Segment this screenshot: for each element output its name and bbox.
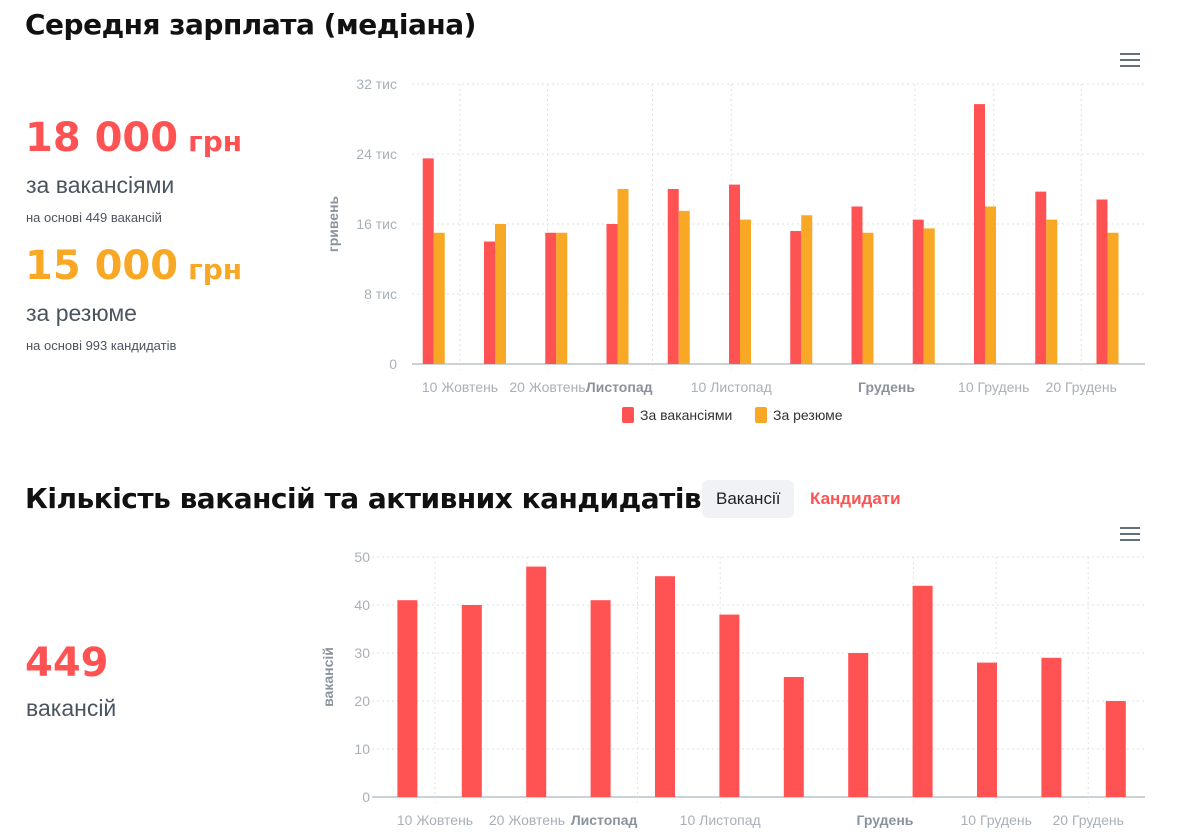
- y-tick-label: 32 тис: [356, 76, 397, 92]
- bar-vacancies: [977, 662, 997, 797]
- bar-vacancies: [1041, 657, 1062, 797]
- resume-label: за резюме: [26, 300, 137, 326]
- vacancies-count: 449: [25, 640, 109, 686]
- salary-title: Середня зарплата (медіана): [25, 8, 476, 41]
- bar-vacancies: [848, 653, 869, 797]
- bar-resume: [1046, 219, 1058, 364]
- bar-vacancies: [790, 231, 802, 364]
- x-tick-label: 20 Жовтень: [489, 812, 565, 828]
- y-tick-label: 30: [354, 645, 370, 661]
- bar-vacancies: [422, 158, 434, 364]
- x-tick-label: Грудень: [858, 379, 915, 395]
- x-tick-label: Грудень: [856, 812, 913, 828]
- x-tick-label: 10 Грудень: [958, 379, 1029, 395]
- legend-item: За вакансіями: [640, 407, 732, 423]
- x-tick-label: 20 Грудень: [1052, 812, 1123, 828]
- y-tick-label: 50: [354, 549, 370, 565]
- bar-vacancies: [1105, 701, 1126, 797]
- bar-resume: [801, 215, 813, 364]
- vacancies-label: за вакансіями: [26, 172, 175, 198]
- bar-resume: [556, 232, 568, 364]
- y-tick-label: 0: [362, 789, 370, 805]
- bar-vacancies: [461, 605, 482, 797]
- chart2-menu-icon[interactable]: [1120, 527, 1140, 541]
- bar-vacancies: [912, 585, 933, 797]
- bar-vacancies: [526, 566, 547, 797]
- bar-vacancies: [1096, 199, 1108, 364]
- x-tick-label: Листопад: [571, 812, 638, 828]
- x-tick-label: 10 Грудень: [960, 812, 1031, 828]
- bar-vacancies: [783, 677, 804, 797]
- x-tick-label: 10 Листопад: [680, 812, 761, 828]
- x-tick-label: Листопад: [586, 379, 653, 395]
- x-tick-label: 20 Грудень: [1046, 379, 1117, 395]
- counts-title: Кількість вакансій та активних кандидаті…: [25, 482, 702, 515]
- y-tick-label: 16 тис: [356, 216, 397, 232]
- bar-vacancies: [912, 219, 924, 364]
- vacancies-median-value: 18 000: [25, 115, 179, 161]
- resume-median: 15 000 грн: [25, 243, 242, 289]
- bar-vacancies: [484, 241, 495, 364]
- bar-resume: [1107, 232, 1119, 364]
- vacancies-median: 18 000 грн: [25, 115, 242, 161]
- y-tick-label: 0: [389, 356, 397, 372]
- y-tick-label: 20: [354, 693, 370, 709]
- tab-vacancies[interactable]: Вакансії: [702, 480, 795, 518]
- legend-item: За резюме: [773, 407, 843, 423]
- tab-candidates[interactable]: Кандидати: [810, 489, 901, 508]
- legend-swatch: [755, 407, 767, 423]
- legend-swatch: [622, 407, 634, 423]
- bar-resume: [678, 210, 690, 364]
- y-axis-label: гривень: [325, 195, 341, 252]
- x-tick-label: 10 Жовтень: [422, 379, 498, 395]
- resume-median-value: 15 000: [25, 243, 179, 289]
- vacancies-median-unit: грн: [188, 125, 243, 158]
- resume-median-unit: грн: [188, 253, 243, 286]
- bar-vacancies: [1035, 191, 1047, 364]
- y-tick-label: 8 тис: [364, 286, 397, 302]
- bar-resume: [985, 206, 996, 364]
- bar-resume: [495, 224, 506, 364]
- vacancies-basis: на основі 449 вакансій: [26, 210, 162, 225]
- bar-vacancies: [974, 104, 985, 364]
- vacancies-count-label: вакансій: [26, 695, 117, 721]
- bar-vacancies: [545, 232, 557, 364]
- bar-vacancies: [851, 206, 863, 364]
- bar-resume: [862, 232, 874, 364]
- bar-vacancies: [655, 576, 675, 797]
- bar-vacancies: [397, 600, 418, 797]
- bar-vacancies: [606, 224, 618, 364]
- chart1-menu-icon[interactable]: [1120, 53, 1140, 67]
- resume-basis: на основі 993 кандидатів: [26, 338, 177, 353]
- bar-resume: [740, 219, 751, 364]
- bar-vacancies: [590, 600, 611, 797]
- y-axis-label: вакансій: [320, 647, 336, 707]
- bar-resume: [923, 228, 935, 364]
- bar-vacancies: [667, 189, 679, 364]
- y-tick-label: 40: [354, 597, 370, 613]
- y-tick-label: 10: [354, 741, 370, 757]
- y-tick-label: 24 тис: [356, 146, 397, 162]
- bar-resume: [617, 189, 629, 364]
- x-tick-label: 10 Жовтень: [397, 812, 473, 828]
- x-tick-label: 10 Листопад: [691, 379, 772, 395]
- bar-vacancies: [729, 184, 740, 364]
- bar-vacancies: [719, 614, 740, 797]
- bar-resume: [433, 232, 445, 364]
- x-tick-label: 20 Жовтень: [509, 379, 585, 395]
